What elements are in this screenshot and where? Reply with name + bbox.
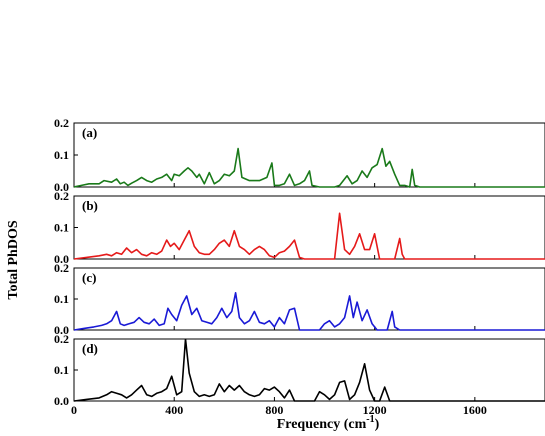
x-axis-title-sup: -1	[366, 414, 374, 425]
y-tick-label-d-1: 0.1	[54, 363, 69, 377]
series-line-b	[74, 212, 545, 260]
series-line-c	[74, 292, 545, 331]
panel-frame-b	[73, 195, 545, 260]
y-tick-label-c-2: 0.2	[54, 261, 69, 275]
y-tick-label-d-0: 0.0	[54, 394, 69, 408]
panel-c: 0.0 0.1 0.2 (c)	[54, 261, 545, 337]
series-line-d	[74, 339, 545, 402]
panel-label-c: (c)	[82, 270, 96, 285]
y-tick-label-d-2: 0.2	[54, 332, 69, 346]
x-tick-labels: 0400800120016002000	[71, 403, 487, 417]
panel-label-d: (d)	[82, 341, 98, 356]
panels-group: 0.00.10.2(a)0.00.10.2(b)0.00.10.2(c)0.00…	[54, 116, 545, 408]
y-tick-label-a-0: 0.0	[54, 180, 69, 194]
series-line-a	[74, 147, 545, 188]
y-tick-label-a-2: 0.2	[54, 116, 69, 130]
y-tick-label-c-1: 0.1	[54, 292, 69, 306]
panel-a: 0.0 0.1 0.2 (a)	[54, 116, 545, 194]
y-tick-label-a-1: 0.1	[54, 148, 69, 162]
y-axis-title: Total PhDOS	[6, 220, 21, 299]
panel-frame-c	[73, 267, 545, 331]
panel-label-a: (a)	[82, 125, 97, 140]
y-tick-label-b-1: 0.1	[54, 221, 69, 235]
x-axis-title: Frequency (cm-1)	[277, 414, 380, 432]
y-tick-label-b-0: 0.0	[54, 252, 69, 266]
x-axis-title-end: )	[375, 417, 380, 432]
x-tick-label-0: 0	[71, 403, 77, 417]
panel-label-b: (b)	[82, 198, 98, 213]
panel-d: 0.0 0.1 0.2 (d)	[54, 332, 545, 408]
panel-b: 0.0 0.1 0.2 (b)	[54, 189, 545, 266]
x-tick-label-2: 800	[265, 403, 283, 417]
x-tick-label-3: 1200	[363, 403, 387, 417]
x-axis-title-main: Frequency (cm	[277, 417, 367, 432]
panel-frame-a	[73, 122, 545, 188]
x-tick-label-4: 1600	[463, 403, 487, 417]
y-tick-label-c-0: 0.0	[54, 323, 69, 337]
y-tick-label-b-2: 0.2	[54, 189, 69, 203]
x-tick-label-1: 400	[165, 403, 183, 417]
